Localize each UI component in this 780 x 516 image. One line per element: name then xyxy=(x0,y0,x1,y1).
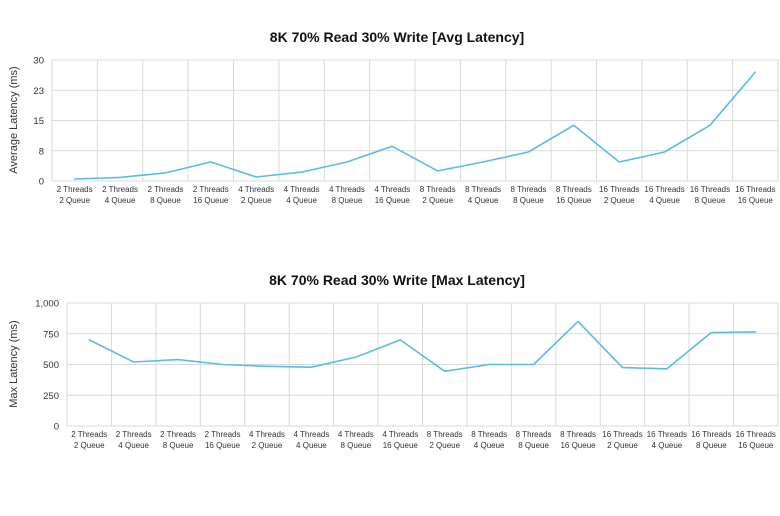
x-tick-label-queue: 16 Queue xyxy=(560,441,596,450)
chart-2-title: 8K 70% Read 30% Write [Max Latency] xyxy=(269,272,525,288)
x-tick-label-queue: 4 Queue xyxy=(474,441,505,450)
series-line xyxy=(73,71,757,180)
x-tick-label-threads: 16 Threads xyxy=(736,430,776,439)
x-tick-label-queue: 16 Queue xyxy=(556,196,592,205)
x-tick-label-queue: 8 Queue xyxy=(340,441,371,450)
x-tick-label-threads: 16 Threads xyxy=(599,185,639,194)
x-tick-label-threads: 2 Threads xyxy=(160,430,196,439)
x-tick-label-queue: 16 Queue xyxy=(738,441,774,450)
x-tick-label-queue: 8 Queue xyxy=(163,441,194,450)
x-tick-label-queue: 16 Queue xyxy=(375,196,411,205)
y-tick-label: 15 xyxy=(33,116,44,127)
x-tick-label-threads: 4 Threads xyxy=(338,430,374,439)
x-tick-label-queue: 4 Queue xyxy=(649,196,680,205)
y-tick-label: 0 xyxy=(54,422,59,433)
chart-1-y-axis-label: Average Latency (ms) xyxy=(8,66,20,173)
x-tick-label-queue: 8 Queue xyxy=(332,196,363,205)
x-tick-label-threads: 8 Threads xyxy=(471,430,507,439)
x-tick-label-threads: 8 Threads xyxy=(556,185,592,194)
x-tick-label-threads: 4 Threads xyxy=(284,185,320,194)
x-tick-label-queue: 2 Queue xyxy=(422,196,453,205)
x-tick-label-threads: 2 Threads xyxy=(193,185,229,194)
x-tick-label-threads: 4 Threads xyxy=(329,185,365,194)
x-tick-label-queue: 8 Queue xyxy=(518,441,549,450)
x-tick-label-queue: 16 Queue xyxy=(383,441,419,450)
x-tick-label-threads: 2 Threads xyxy=(148,185,184,194)
x-tick-label-threads: 4 Threads xyxy=(382,430,418,439)
x-tick-label-threads: 4 Threads xyxy=(238,185,274,194)
x-tick-label-threads: 4 Threads xyxy=(374,185,410,194)
x-tick-label-threads: 16 Threads xyxy=(690,185,730,194)
x-tick-label-threads: 16 Threads xyxy=(647,430,687,439)
y-tick-label: 0 xyxy=(39,177,44,188)
chart-2-plot: 0 250 500 750 1,000 2 Threads 2 Queue 2 Threads… xyxy=(35,299,779,450)
x-tick-label-threads: 16 Threads xyxy=(691,430,731,439)
chart-1-plot: 0 8 15 23 30 2 Threads 2 Queue 2 Threads 4 Queue… xyxy=(33,56,779,205)
x-tick-label-queue: 8 Queue xyxy=(150,196,181,205)
x-tick-label-queue: 4 Queue xyxy=(652,441,683,450)
x-tick-label-threads: 16 Threads xyxy=(602,430,642,439)
x-tick-label-queue: 2 Queue xyxy=(59,196,90,205)
x-tick-label-queue: 2 Queue xyxy=(252,441,283,450)
x-tick-label-queue: 4 Queue xyxy=(105,196,136,205)
x-tick-label-queue: 2 Queue xyxy=(241,196,272,205)
y-tick-label: 500 xyxy=(43,360,59,371)
x-tick-label-threads: 8 Threads xyxy=(560,430,596,439)
chart-1-title: 8K 70% Read 30% Write [Avg Latency] xyxy=(270,29,524,45)
y-tick-label: 8 xyxy=(39,146,44,157)
x-tick-label-queue: 16 Queue xyxy=(738,196,774,205)
x-tick-label-queue: 2 Queue xyxy=(604,196,635,205)
x-tick-label-threads: 4 Threads xyxy=(249,430,285,439)
x-tick-label-threads: 2 Threads xyxy=(205,430,241,439)
chart-2-y-axis-label: Max Latency (ms) xyxy=(8,320,20,407)
y-tick-label: 23 xyxy=(33,86,44,97)
x-tick-label-threads: 2 Threads xyxy=(102,185,138,194)
x-tick-label-threads: 8 Threads xyxy=(511,185,547,194)
x-tick-label-queue: 4 Queue xyxy=(286,196,317,205)
x-tick-label-queue: 8 Queue xyxy=(696,441,727,450)
x-tick-label-threads: 2 Threads xyxy=(116,430,152,439)
y-tick-label: 1,000 xyxy=(35,299,59,310)
y-tick-label: 30 xyxy=(33,56,44,67)
y-tick-label: 250 xyxy=(43,391,59,402)
x-tick-label-queue: 16 Queue xyxy=(193,196,229,205)
x-tick-label-threads: 8 Threads xyxy=(516,430,552,439)
x-tick-label-queue: 2 Queue xyxy=(74,441,105,450)
x-tick-label-threads: 16 Threads xyxy=(735,185,775,194)
x-tick-label-queue: 2 Queue xyxy=(607,441,638,450)
x-tick-label-threads: 2 Threads xyxy=(71,430,107,439)
x-tick-label-threads: 4 Threads xyxy=(293,430,329,439)
x-tick-label-queue: 2 Queue xyxy=(429,441,460,450)
x-tick-label-queue: 8 Queue xyxy=(513,196,544,205)
x-tick-label-threads: 8 Threads xyxy=(465,185,501,194)
series-line xyxy=(88,320,757,373)
x-tick-label-threads: 2 Threads xyxy=(57,185,93,194)
y-tick-label: 750 xyxy=(43,329,59,340)
x-tick-label-threads: 16 Threads xyxy=(644,185,684,194)
x-tick-label-threads: 8 Threads xyxy=(427,430,463,439)
x-tick-label-threads: 8 Threads xyxy=(420,185,456,194)
x-tick-label-queue: 4 Queue xyxy=(296,441,327,450)
x-tick-label-queue: 8 Queue xyxy=(695,196,726,205)
x-tick-label-queue: 4 Queue xyxy=(468,196,499,205)
x-tick-label-queue: 4 Queue xyxy=(118,441,149,450)
x-tick-label-queue: 16 Queue xyxy=(205,441,241,450)
